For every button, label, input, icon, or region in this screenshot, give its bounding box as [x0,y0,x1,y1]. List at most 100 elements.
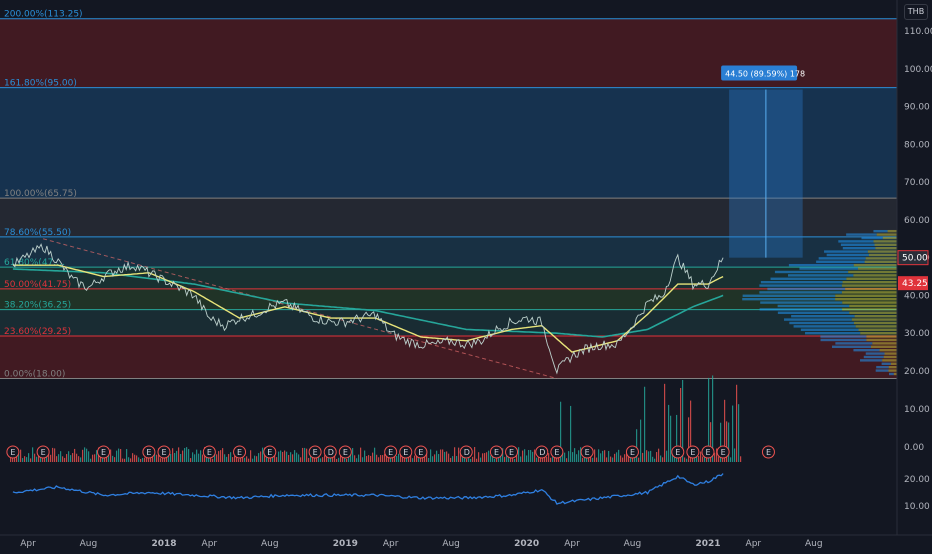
volume-bar [668,404,670,462]
volume-bar [128,457,130,462]
volume-bar [280,450,282,462]
time-tick-label: 2020 [514,539,539,549]
volume-bar [626,451,628,462]
earnings-marker-label: E [146,448,151,457]
volume-profile-bar [861,236,883,240]
volume-bar [306,448,308,462]
volume-bar [688,417,690,462]
volume-bar [180,454,182,462]
volume-bar [20,449,22,462]
price-tick-label: 20.00 [904,367,930,377]
volume-bar [262,447,264,462]
fib-label: 0.00%(18.00) [4,370,65,380]
volume-bar [446,451,448,462]
fib-label: 38.20%(36.25) [4,301,71,311]
volume-profile-bar [860,331,897,335]
volume-bar [572,452,574,462]
time-tick-label: Aug [624,539,642,549]
volume-bar [484,453,486,462]
volume-bar [538,453,540,462]
volume-profile-bar [879,348,897,352]
volume-profile-bar [853,263,897,267]
volume-bar [246,456,248,462]
volume-bar [206,457,208,462]
volume-bar [596,457,598,462]
volume-bar [340,455,342,462]
volume-profile-bar [873,240,897,243]
volume-profile-bar [838,240,874,243]
volume-profile-bar [881,362,891,365]
ema-slow-line [12,268,724,338]
volume-bar [470,458,472,462]
volume-bar [440,449,442,462]
volume-bar [658,448,660,462]
volume-bar [622,457,624,462]
volume-bar [454,447,456,462]
volume-bar [740,456,742,462]
volume-bar [138,457,140,462]
volume-profile-bar [835,297,897,301]
volume-bar [66,454,68,462]
volume-profile-bar [876,233,897,236]
volume-bar [366,456,368,462]
earnings-marker-label: E [101,448,106,457]
volume-bar [260,451,262,462]
volume-profile-bar [788,263,854,267]
currency-badge[interactable]: THB [904,4,928,20]
fib-band [0,309,897,337]
volume-bar [178,447,180,462]
volume-bar [162,455,164,462]
volume-bar [672,452,674,462]
volume-bar [562,451,564,462]
fib-label: 100.00%(65.75) [4,189,77,199]
volume-bar [704,453,706,462]
volume-profile-bar [767,287,846,291]
volume-profile-bar [777,311,850,314]
indicator-line [12,473,724,505]
volume-bar [294,450,296,462]
earnings-marker-label: D [539,448,545,457]
volume-bar [372,452,374,462]
volume-bar [502,448,504,462]
time-tick-label: 2019 [333,539,358,549]
volume-bar [234,455,236,462]
volume-bar [350,449,352,462]
volume-profile-bar [831,345,871,348]
volume-bar [198,453,200,462]
volume-bar [460,450,462,462]
volume-profile-bar [889,372,894,376]
earnings-marker-label: E [41,448,46,457]
volume-bar [474,447,476,462]
earnings-marker-label: E [343,448,348,457]
volume-bar [356,458,358,462]
volume-bar [594,449,596,462]
volume-bar [228,453,230,462]
volume-bar [736,384,738,462]
volume-profile-bar [842,246,876,250]
volume-bar [544,457,546,462]
volume-bar [700,451,702,462]
volume-bar [24,456,26,462]
volume-bar [194,454,196,462]
price-line [12,243,724,375]
volume-profile-bar [883,355,897,359]
volume-bar [642,452,644,462]
volume-bar [130,458,132,462]
volume-profile-bar [893,372,897,376]
volume-profile-bar [759,284,842,287]
volume-bar [510,456,512,462]
volume-bar [34,453,36,462]
volume-profile-bar [873,229,888,233]
volume-bar [494,458,496,462]
volume-bar [638,457,640,462]
volume-bar [576,454,578,462]
volume-bar [630,454,632,462]
volume-bar [550,457,552,462]
volume-bar [384,454,386,462]
volume-bar [182,450,184,462]
volume-bar [610,456,612,462]
volume-bar [464,457,466,462]
volume-profile-bar [805,331,861,335]
